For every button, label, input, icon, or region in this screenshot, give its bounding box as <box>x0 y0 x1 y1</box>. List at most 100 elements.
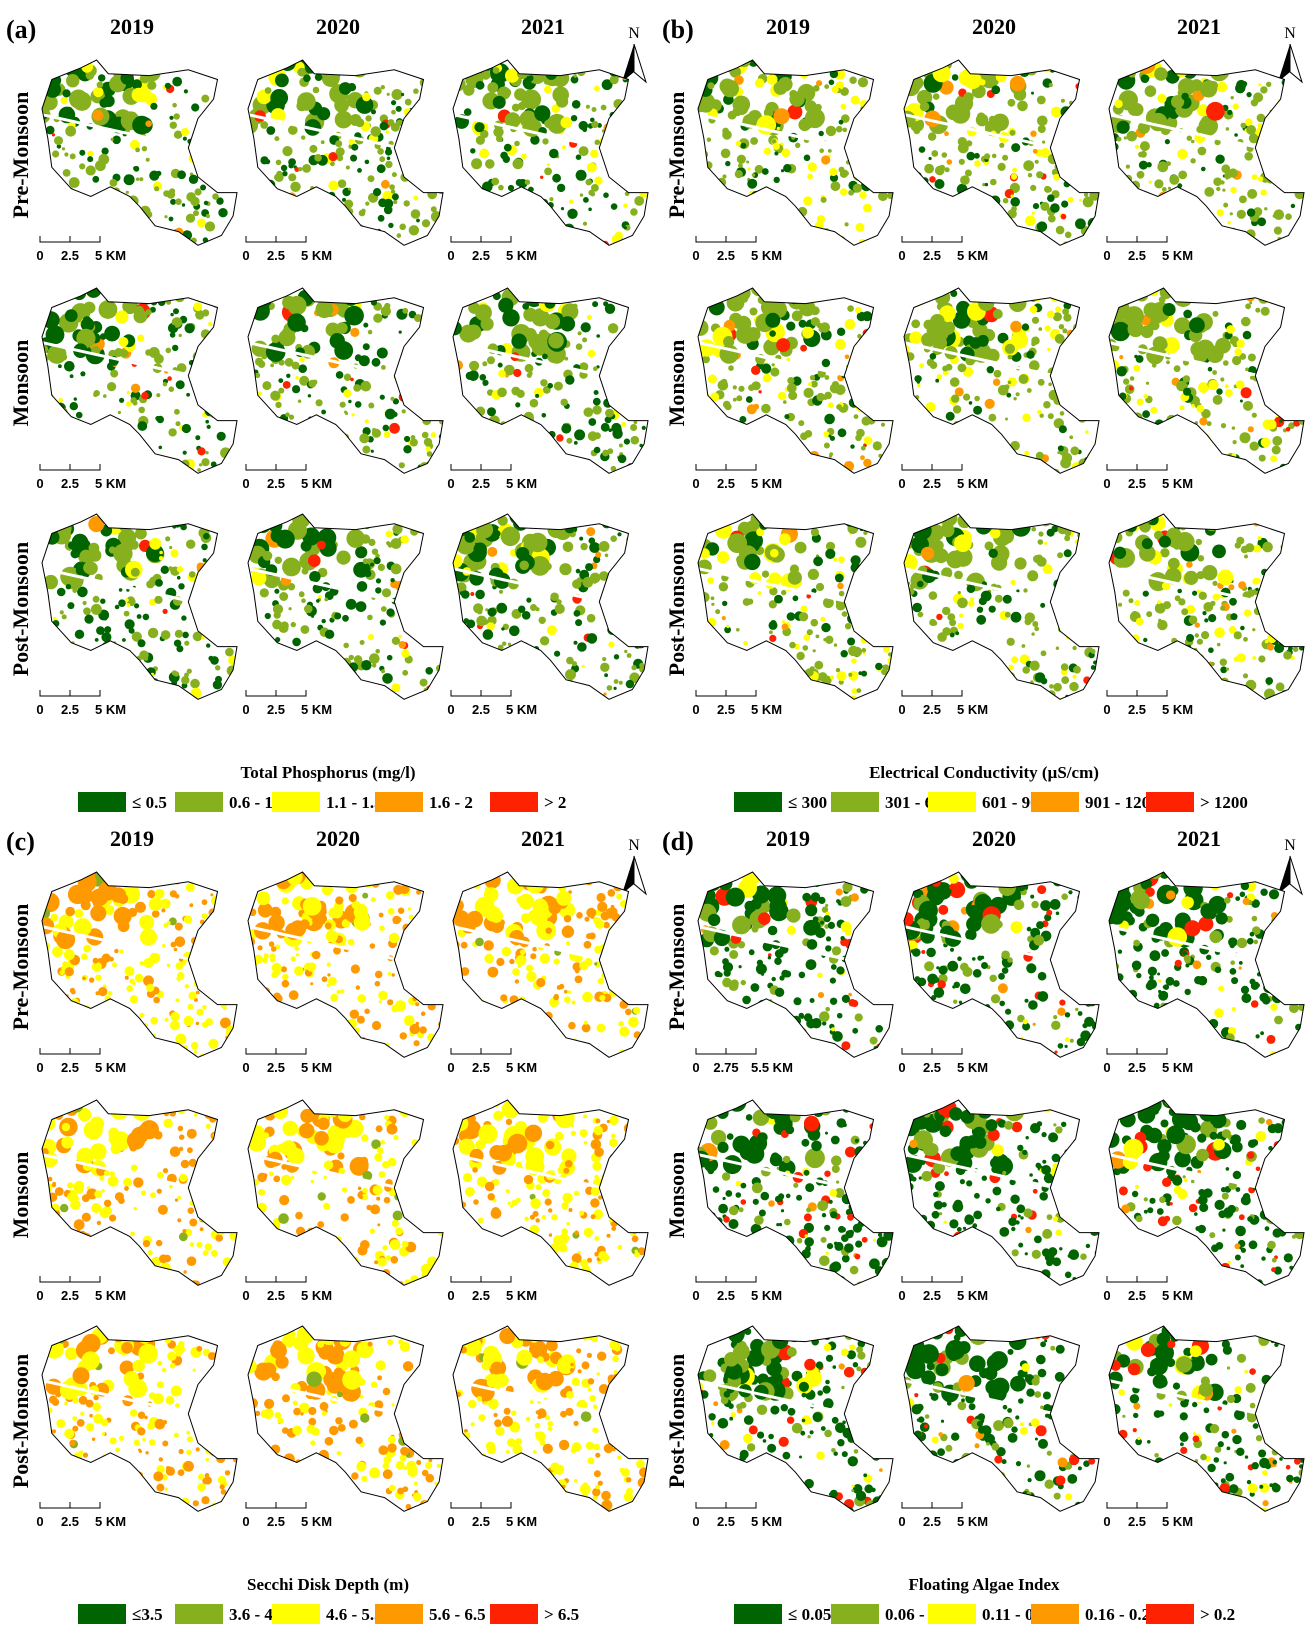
water-body <box>966 426 974 434</box>
water-body <box>1279 419 1283 423</box>
water-body <box>1241 317 1251 327</box>
water-body <box>707 82 714 89</box>
water-body <box>1073 287 1078 292</box>
water-body <box>544 168 552 176</box>
water-body <box>230 108 235 113</box>
water-body <box>435 140 440 145</box>
water-body <box>1275 244 1282 251</box>
water-body <box>253 641 260 648</box>
water-body <box>259 634 263 638</box>
water-body <box>1225 58 1229 62</box>
water-body <box>735 674 740 679</box>
water-body <box>860 397 871 408</box>
water-body <box>696 427 704 435</box>
water-body <box>817 64 824 71</box>
water-body <box>169 116 173 120</box>
water-body <box>1048 413 1054 419</box>
water-body <box>821 155 830 164</box>
water-body <box>781 169 784 172</box>
water-body <box>808 60 816 68</box>
water-body <box>1128 70 1136 78</box>
water-body <box>713 462 723 472</box>
water-body <box>457 226 461 230</box>
water-body <box>1252 174 1258 180</box>
water-body <box>1288 109 1292 113</box>
water-body <box>984 222 991 229</box>
water-body <box>249 251 253 255</box>
water-body <box>339 82 352 95</box>
water-body <box>43 629 47 633</box>
water-body <box>627 521 633 527</box>
water-body <box>1221 423 1226 428</box>
water-body <box>334 98 349 113</box>
water-body <box>1045 325 1051 331</box>
water-body <box>750 206 754 210</box>
water-body <box>744 670 747 673</box>
water-body <box>302 568 309 575</box>
scale-label: 5 KM <box>957 248 988 263</box>
water-body <box>768 282 785 299</box>
water-body <box>468 302 480 314</box>
water-body <box>1127 508 1143 524</box>
water-body <box>546 68 558 80</box>
water-body <box>909 419 919 429</box>
water-body <box>1074 251 1082 259</box>
water-body <box>788 472 798 482</box>
water-body <box>1295 118 1303 126</box>
water-body <box>589 537 596 544</box>
water-body <box>1092 333 1095 336</box>
water-body <box>1087 552 1090 555</box>
water-body <box>942 674 951 683</box>
water-body <box>476 81 485 90</box>
water-body <box>1290 289 1294 293</box>
water-body <box>202 899 208 905</box>
water-body <box>1252 628 1255 631</box>
water-body <box>960 196 969 205</box>
water-body <box>564 513 570 519</box>
water-body <box>411 209 421 219</box>
water-body <box>1146 382 1149 385</box>
water-body <box>1203 602 1213 612</box>
water-body <box>377 289 387 299</box>
water-body <box>862 648 867 653</box>
water-body <box>856 584 860 588</box>
scale-label: 5 KM <box>506 476 537 491</box>
water-body <box>90 460 96 466</box>
water-body <box>772 363 775 366</box>
water-body <box>566 234 577 245</box>
water-body <box>912 603 922 613</box>
water-body <box>1261 438 1271 448</box>
water-body <box>482 380 488 386</box>
water-body <box>1276 682 1285 691</box>
water-body <box>470 148 475 153</box>
water-body <box>814 661 823 670</box>
water-body <box>425 142 435 152</box>
season-label: Pre-Monsoon <box>8 92 33 219</box>
water-body <box>767 466 774 473</box>
water-body <box>617 394 626 403</box>
water-body <box>381 85 385 89</box>
water-body <box>317 645 326 654</box>
water-body <box>845 319 856 330</box>
water-body <box>199 378 209 388</box>
water-body <box>746 662 753 669</box>
water-body <box>194 591 203 600</box>
water-body <box>515 402 520 407</box>
water-body <box>1139 457 1144 462</box>
water-body <box>1163 457 1167 461</box>
water-body <box>561 207 564 210</box>
water-body <box>41 622 49 630</box>
legend-label: 0.6 - 1 <box>229 793 273 812</box>
water-body <box>929 176 936 183</box>
water-body <box>403 370 410 377</box>
water-body <box>1044 542 1047 545</box>
water-body <box>437 310 440 313</box>
water-body <box>75 909 84 918</box>
water-body <box>154 596 162 604</box>
water-body <box>1226 127 1230 131</box>
water-body <box>1016 392 1020 396</box>
water-body <box>1055 589 1064 598</box>
water-body <box>1248 354 1256 362</box>
water-body <box>1019 67 1029 77</box>
water-body <box>1154 67 1167 80</box>
